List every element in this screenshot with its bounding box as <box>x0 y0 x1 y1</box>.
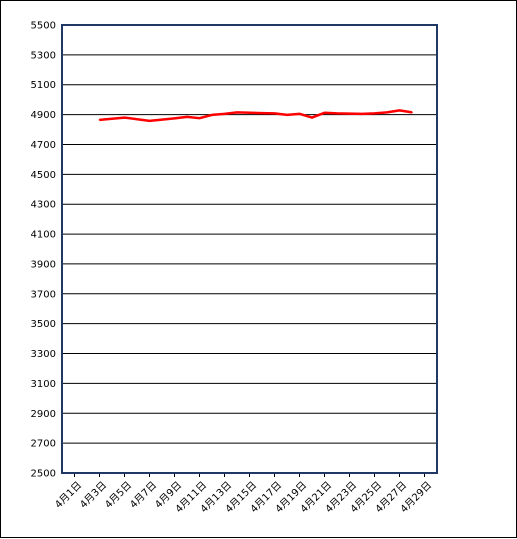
y-tick-label: 3300 <box>31 349 56 360</box>
data-point <box>373 112 376 115</box>
x-axis-tick-labels: 4月1日4月3日4月5日4月7日4月9日4月11日4月13日4月15日4月17日… <box>53 473 434 515</box>
data-point <box>273 112 276 115</box>
data-point <box>98 119 101 121</box>
data-point <box>361 113 363 115</box>
y-axis-tick-labels: 2500 2700 2900 3100 3300 3500 3700 3900 4100 4300… <box>31 21 56 480</box>
y-tick-label: 5100 <box>31 80 56 91</box>
y-tick-label: 2900 <box>31 409 56 420</box>
data-point <box>123 116 126 119</box>
y-tick-label: 3700 <box>31 289 56 300</box>
y-tick-label: 4100 <box>31 230 56 241</box>
y-tick-label: 2700 <box>31 439 56 450</box>
data-point <box>336 112 338 115</box>
series-layer <box>98 109 413 123</box>
data-point <box>211 114 213 116</box>
data-point <box>236 111 238 114</box>
x-tick-label: 4月1日 <box>53 479 85 511</box>
data-point <box>298 113 301 115</box>
y-tick-label: 4900 <box>31 110 56 121</box>
data-point <box>411 111 413 114</box>
y-tick-label: 3500 <box>31 319 56 330</box>
x-tick-label: 4月3日 <box>78 479 110 511</box>
y-tick-label: 3100 <box>31 379 56 390</box>
x-tick-label: 4月5日 <box>103 479 135 511</box>
x-tick-label: 4月7日 <box>128 479 160 511</box>
data-point <box>311 116 313 119</box>
data-point <box>398 109 401 112</box>
plot-area <box>62 25 437 473</box>
data-point <box>386 111 388 114</box>
data-point <box>173 117 176 120</box>
y-tick-label: 2500 <box>31 469 56 480</box>
data-point <box>223 113 226 115</box>
grid-lines <box>62 54 437 444</box>
y-tick-label: 5500 <box>31 21 56 32</box>
plot-border <box>61 24 438 474</box>
y-tick-label: 4300 <box>31 200 56 211</box>
data-point <box>148 120 151 122</box>
data-point <box>323 112 326 114</box>
y-tick-label: 5300 <box>31 50 56 61</box>
y-tick-label: 3900 <box>31 259 56 270</box>
data-point <box>186 116 188 118</box>
y-tick-label: 4500 <box>31 170 56 181</box>
data-point <box>261 112 263 114</box>
data-point <box>198 117 201 119</box>
data-point <box>286 114 288 116</box>
y-tick-label: 4700 <box>31 140 56 151</box>
